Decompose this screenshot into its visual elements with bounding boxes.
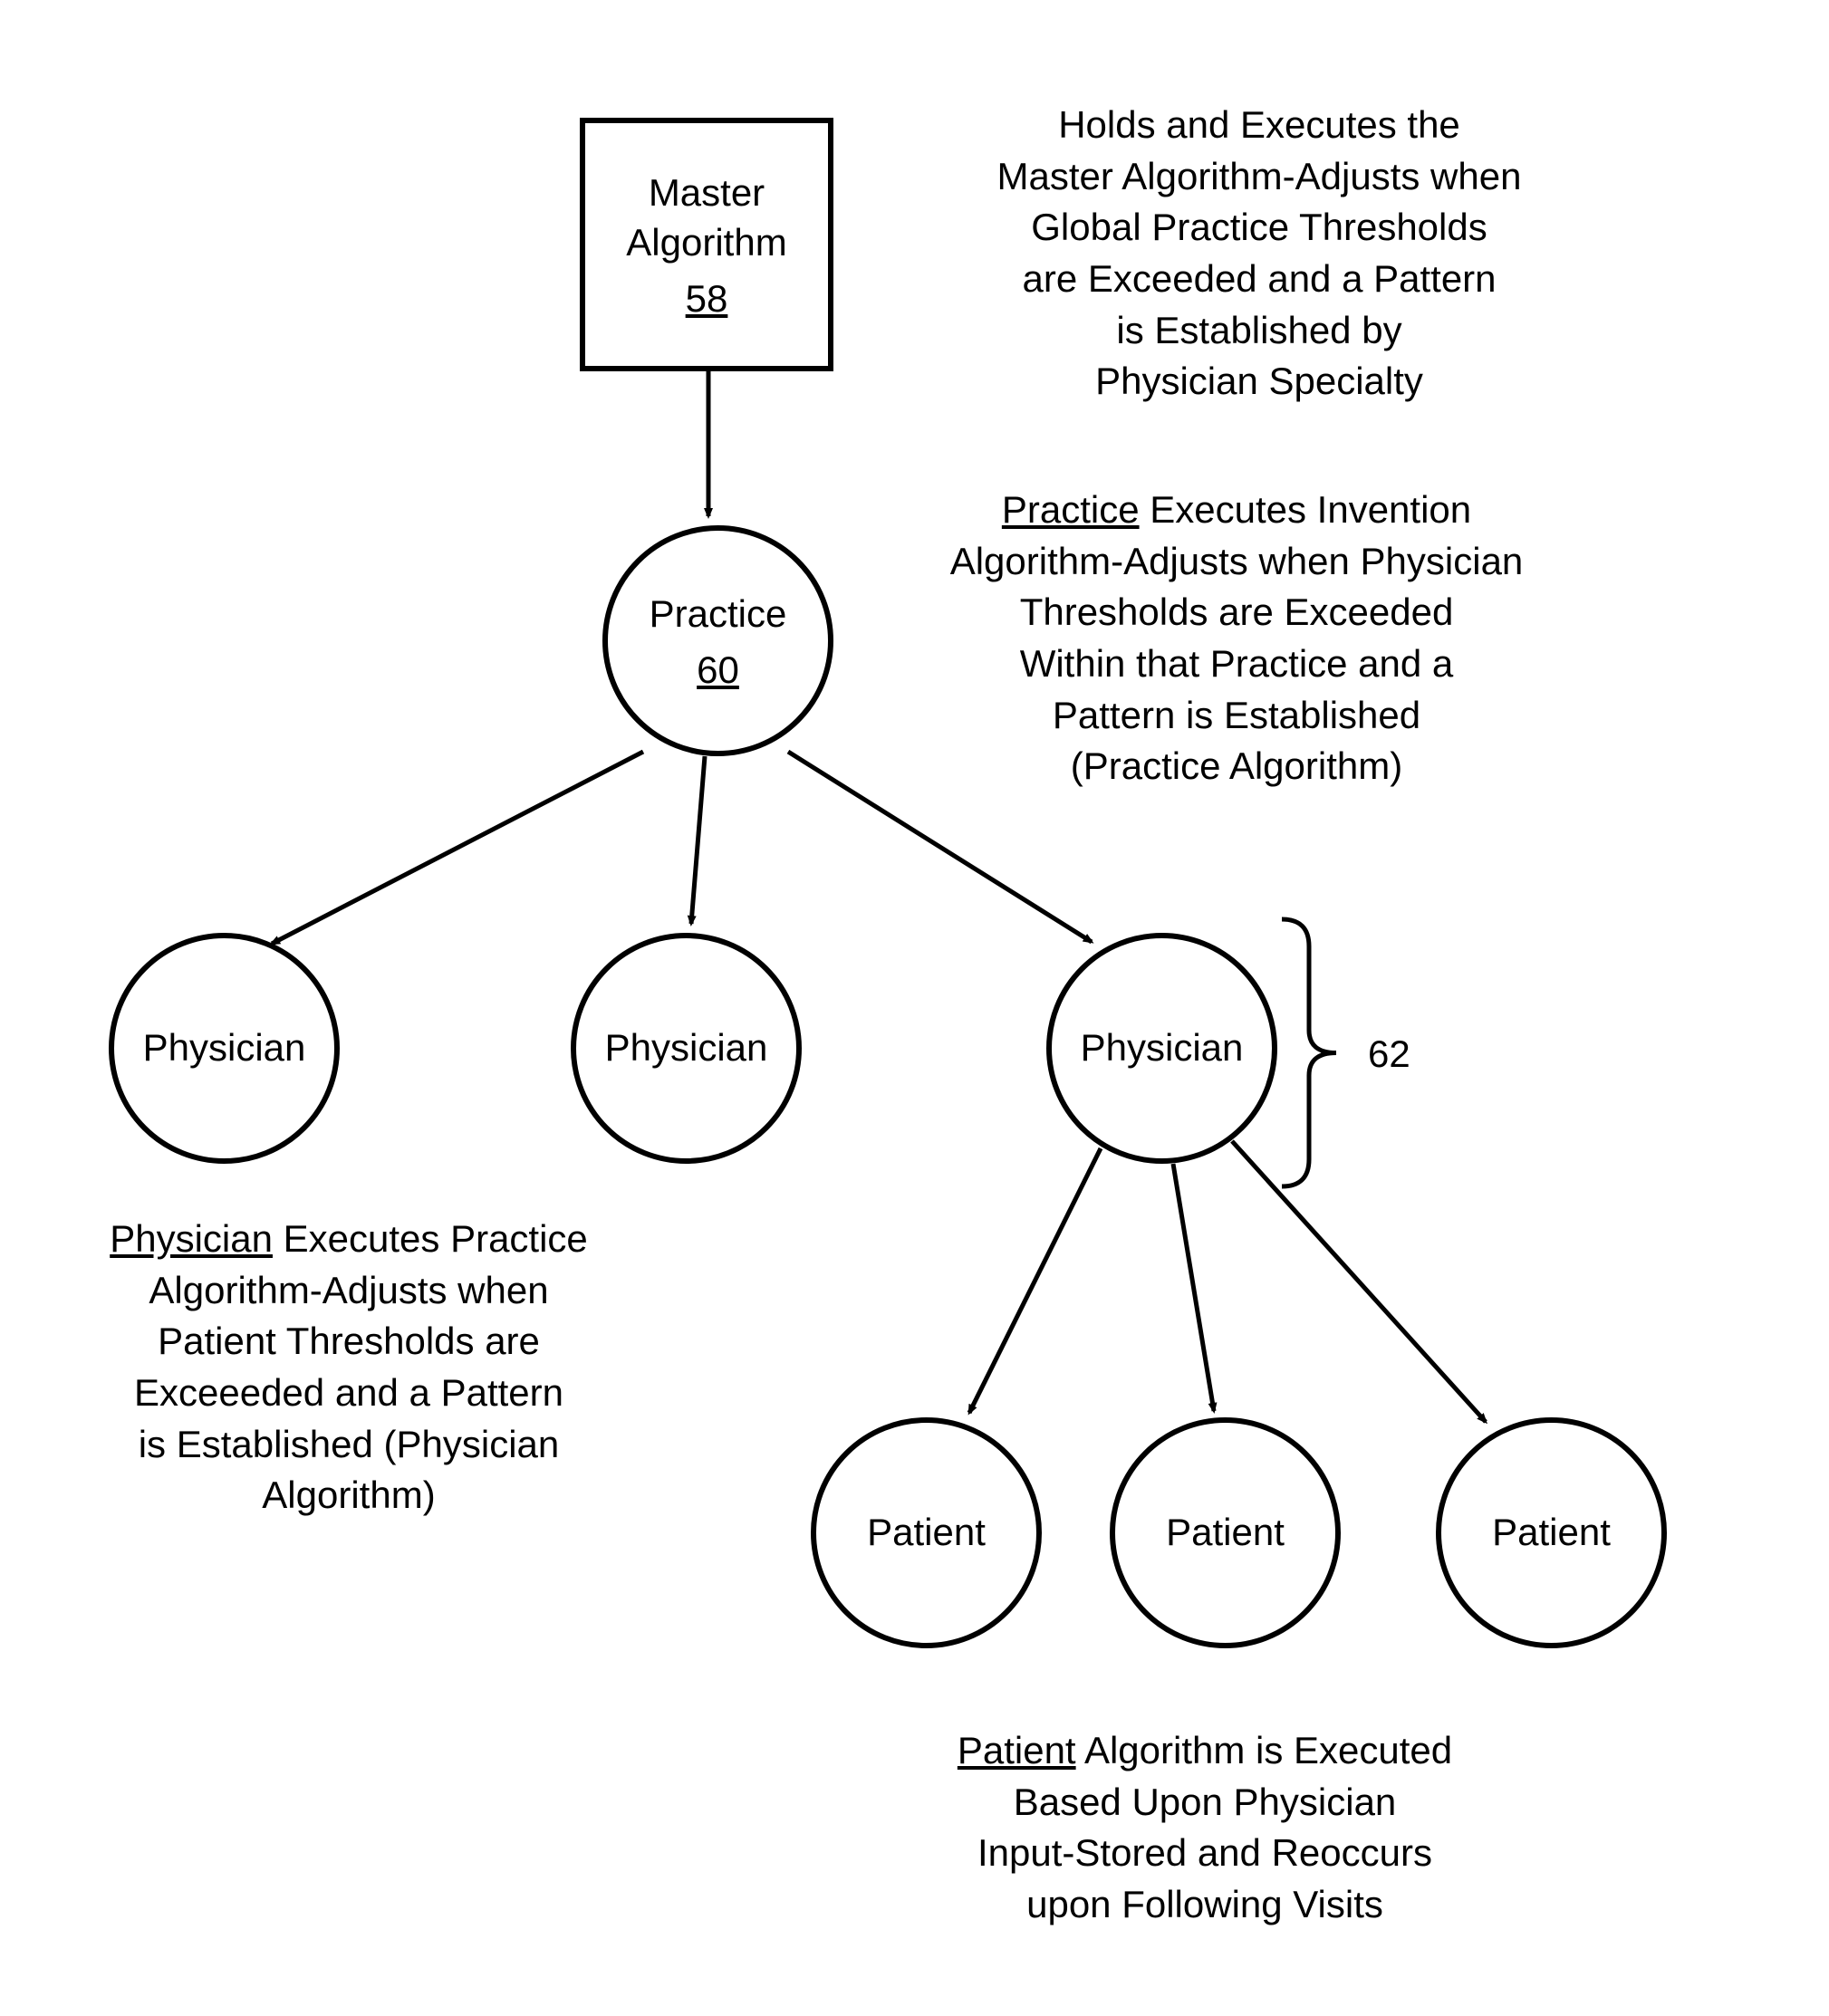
master-description: Holds and Executes theMaster Algorithm-A… (906, 100, 1612, 408)
master-label-1: Master (649, 168, 765, 218)
patient-node-2: Patient (1110, 1417, 1341, 1648)
physician-label-1: Physician (143, 1023, 306, 1073)
practice-ref: 60 (697, 648, 739, 692)
practice-node: Practice 60 (602, 525, 833, 756)
patient-description: Patient Algorithm is ExecutedBased Upon … (870, 1725, 1540, 1931)
patient-node-1: Patient (811, 1417, 1042, 1648)
practice-label: Practice (650, 590, 787, 639)
patient-label-3: Patient (1492, 1508, 1611, 1558)
patient-label-1: Patient (867, 1508, 986, 1558)
physician-description: Physician Executes PracticeAlgorithm-Adj… (68, 1214, 630, 1522)
master-algorithm-node: Master Algorithm 58 (580, 118, 833, 371)
physician-label-3: Physician (1081, 1023, 1244, 1073)
master-ref: 58 (686, 277, 728, 321)
physician-node-1: Physician (109, 933, 340, 1164)
physician-label-2: Physician (605, 1023, 768, 1073)
practice-description: Practice Executes InventionAlgorithm-Adj… (883, 485, 1590, 792)
patient-node-3: Patient (1436, 1417, 1667, 1648)
patient-label-2: Patient (1166, 1508, 1285, 1558)
hierarchy-diagram: Master Algorithm 58 Practice 60 Physicia… (0, 0, 1829, 2016)
physician-node-2: Physician (571, 933, 802, 1164)
physician-node-3: Physician (1046, 933, 1277, 1164)
brace-ref-label: 62 (1368, 1032, 1410, 1076)
master-label-2: Algorithm (626, 218, 786, 268)
